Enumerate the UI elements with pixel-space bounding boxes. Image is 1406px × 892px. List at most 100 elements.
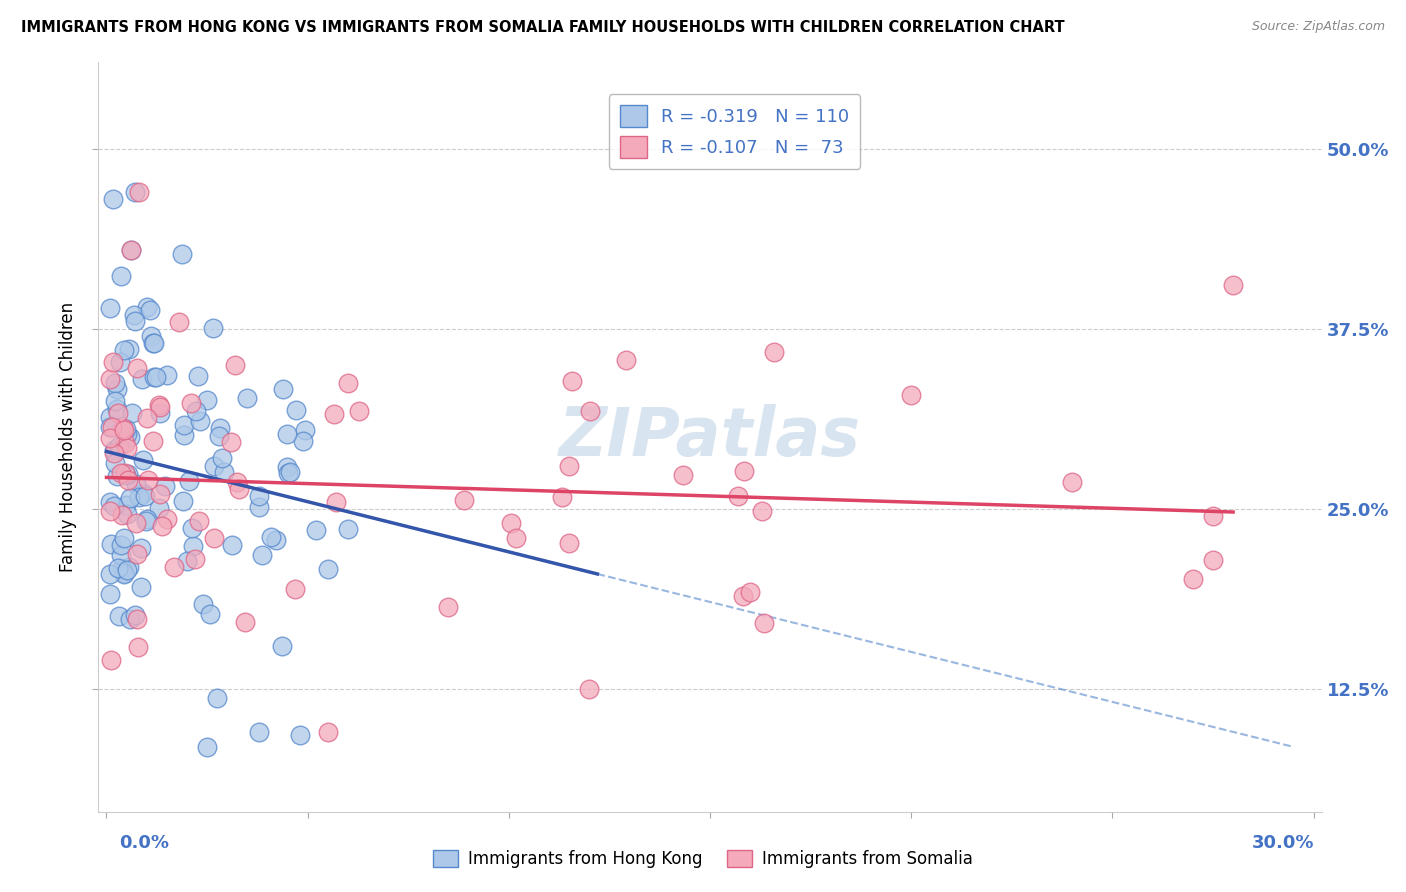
Point	[294, 423, 316, 437]
Point	[148, 501, 170, 516]
Point	[125, 476, 148, 491]
Point	[180, 395, 202, 409]
Point	[316, 725, 339, 739]
Point	[236, 391, 259, 405]
Point	[284, 403, 307, 417]
Point	[211, 451, 233, 466]
Point	[104, 394, 127, 409]
Point	[110, 466, 132, 480]
Point	[128, 185, 150, 199]
Point	[100, 419, 122, 434]
Point	[304, 523, 326, 537]
Point	[201, 320, 224, 334]
Point	[202, 458, 225, 473]
Point	[191, 597, 214, 611]
Point	[114, 498, 136, 512]
Point	[276, 460, 298, 475]
Point	[202, 531, 225, 545]
Point	[128, 490, 150, 504]
Point	[121, 406, 143, 420]
Point	[107, 402, 129, 417]
Point	[135, 411, 157, 425]
Point	[120, 243, 142, 257]
Point	[115, 468, 138, 483]
Point	[224, 358, 246, 372]
Point	[120, 491, 142, 506]
Point	[112, 423, 135, 437]
Point	[100, 372, 122, 386]
Point	[176, 553, 198, 567]
Point	[271, 639, 294, 653]
Point	[120, 612, 142, 626]
Point	[117, 427, 139, 442]
Point	[672, 467, 695, 482]
Point	[142, 335, 165, 350]
Point	[135, 301, 157, 315]
Point	[221, 539, 243, 553]
Point	[291, 434, 314, 448]
Point	[149, 406, 172, 420]
Point	[325, 495, 347, 509]
Point	[733, 589, 755, 603]
Point	[112, 566, 135, 581]
Point	[110, 269, 132, 284]
Point	[118, 560, 141, 574]
Point	[142, 369, 165, 384]
Text: ZIPatlas: ZIPatlas	[560, 404, 860, 470]
Point	[100, 495, 122, 509]
Point	[277, 466, 299, 480]
Point	[105, 469, 128, 483]
Point	[195, 392, 218, 407]
Point	[336, 522, 359, 536]
Point	[111, 508, 134, 522]
Point	[124, 607, 146, 622]
Point	[205, 691, 228, 706]
Point	[103, 443, 125, 458]
Point	[316, 562, 339, 576]
Point	[1202, 553, 1225, 567]
Point	[145, 370, 167, 384]
Point	[180, 521, 202, 535]
Point	[117, 474, 139, 488]
Point	[112, 531, 135, 545]
Point	[173, 418, 195, 433]
Point	[100, 301, 122, 315]
Point	[112, 343, 135, 357]
Point	[561, 374, 583, 388]
Point	[900, 388, 922, 402]
Point	[129, 541, 152, 555]
Point	[120, 430, 142, 444]
Point	[752, 616, 775, 631]
Point	[578, 682, 600, 697]
Point	[100, 431, 122, 445]
Point	[125, 361, 148, 376]
Point	[156, 368, 179, 382]
Point	[101, 420, 124, 434]
Point	[100, 653, 122, 667]
Point	[112, 567, 135, 582]
Point	[187, 369, 209, 384]
Point	[132, 486, 155, 500]
Point	[453, 493, 475, 508]
Point	[336, 376, 359, 391]
Point	[107, 439, 129, 453]
Point	[122, 308, 145, 322]
Point	[131, 372, 153, 386]
Point	[107, 406, 129, 420]
Point	[111, 421, 134, 435]
Point	[136, 473, 159, 487]
Point	[226, 475, 249, 490]
Point	[751, 504, 773, 518]
Point	[115, 563, 138, 577]
Point	[219, 435, 242, 450]
Point	[260, 530, 283, 544]
Point	[172, 493, 194, 508]
Point	[184, 403, 207, 417]
Point	[195, 739, 218, 754]
Point	[172, 247, 194, 261]
Point	[167, 315, 190, 329]
Point	[127, 547, 149, 561]
Point	[143, 335, 166, 350]
Text: IMMIGRANTS FROM HONG KONG VS IMMIGRANTS FROM SOMALIA FAMILY HOUSEHOLDS WITH CHIL: IMMIGRANTS FROM HONG KONG VS IMMIGRANTS …	[21, 20, 1064, 35]
Point	[156, 512, 179, 526]
